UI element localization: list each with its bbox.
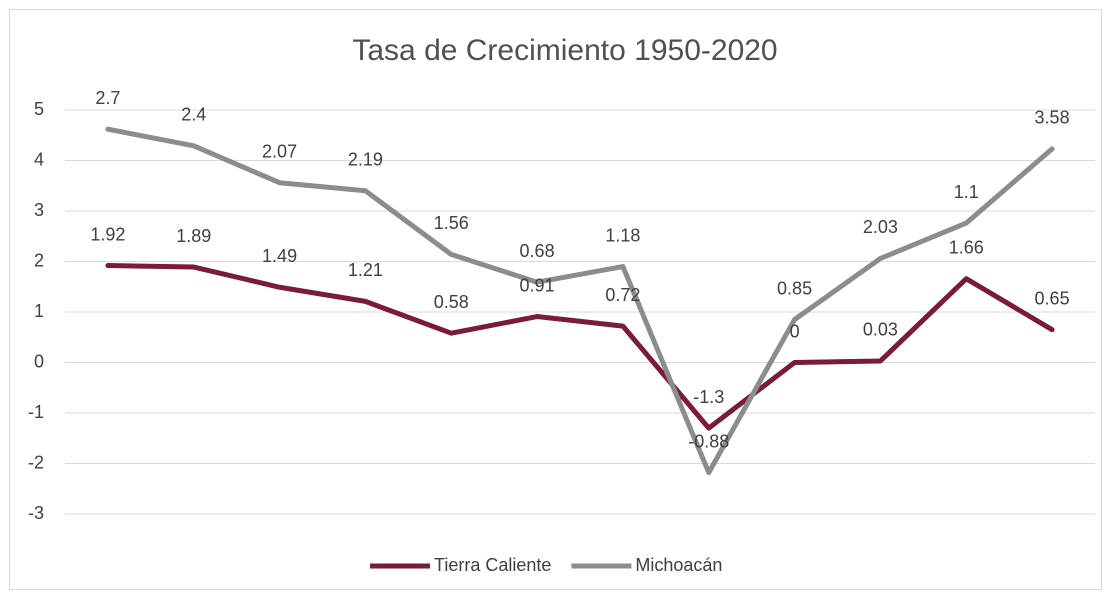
y-tick-label: -3 xyxy=(28,503,44,523)
series-line xyxy=(105,263,1055,431)
data-label: 1.21 xyxy=(348,260,383,280)
y-tick-label: 5 xyxy=(34,99,44,119)
y-tick-label: 4 xyxy=(34,149,44,169)
data-label: 2.19 xyxy=(348,150,383,170)
data-label: 0.65 xyxy=(1035,288,1070,308)
data-label: 0 xyxy=(790,321,800,341)
data-label: 3.58 xyxy=(1035,108,1070,128)
y-tick-label: -2 xyxy=(28,452,44,472)
chart-title: Tasa de Crecimiento 1950-2020 xyxy=(352,34,777,67)
y-tick-label: 3 xyxy=(34,200,44,220)
data-label: 1.66 xyxy=(949,237,984,257)
series-line xyxy=(105,126,1055,476)
data-label: 1.1 xyxy=(954,182,979,202)
data-label: 1.92 xyxy=(90,224,125,244)
data-label: 0.03 xyxy=(863,320,898,340)
data-label: 2.03 xyxy=(863,217,898,237)
data-label: 1.18 xyxy=(605,225,640,245)
y-tick-label: 0 xyxy=(34,351,44,371)
data-label: 2.7 xyxy=(95,88,120,108)
y-tick-label: 1 xyxy=(34,301,44,321)
y-tick-label: -1 xyxy=(28,402,44,422)
data-label: 0.58 xyxy=(434,292,469,312)
data-label: 0.85 xyxy=(777,278,812,298)
chart-area xyxy=(9,9,1102,590)
data-label: -0.88 xyxy=(688,431,729,451)
data-label: -1.3 xyxy=(693,387,724,407)
legend-label: Michoacán xyxy=(635,555,722,575)
y-tick-label: 2 xyxy=(34,250,44,270)
data-label: 2.07 xyxy=(262,141,297,161)
data-label: 1.89 xyxy=(176,226,211,246)
data-label: 2.4 xyxy=(181,105,206,125)
data-label: 0.72 xyxy=(605,285,640,305)
data-label: 1.49 xyxy=(262,246,297,266)
data-label: 1.56 xyxy=(434,213,469,233)
legend-label: Tierra Caliente xyxy=(434,555,551,575)
data-label: 0.68 xyxy=(520,241,555,261)
data-label: 0.91 xyxy=(520,275,555,295)
